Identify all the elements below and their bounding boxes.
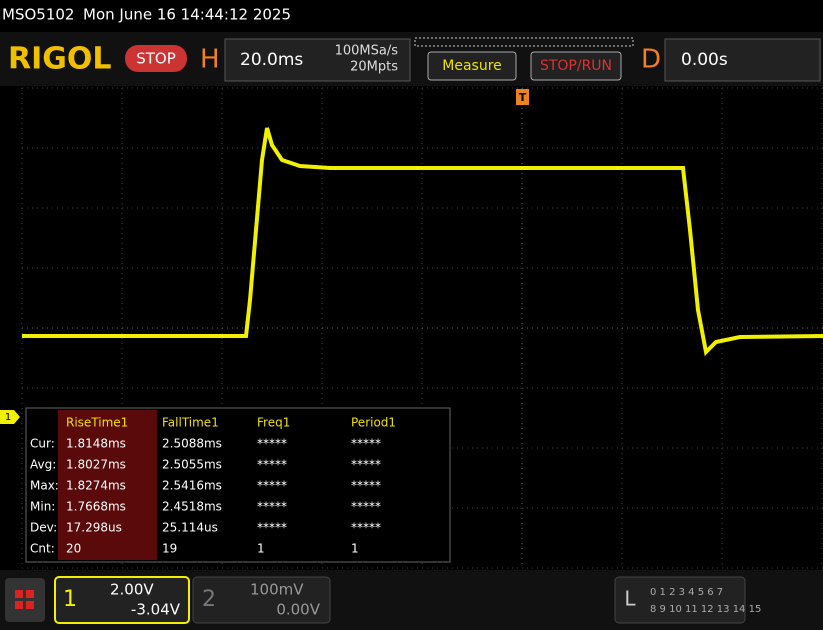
model: MSO5102	[2, 6, 74, 24]
trigger-label: T	[519, 91, 527, 104]
delay: 0.00s	[681, 50, 728, 70]
measurement-value: 1.8148ms	[66, 437, 126, 451]
memory-bar	[414, 37, 634, 47]
menu-icon[interactable]	[5, 578, 45, 622]
channel-marker-label: 1	[5, 412, 11, 423]
measurement-value: 2.5416ms	[162, 479, 222, 493]
row-label: Min:	[30, 500, 55, 514]
stop-button[interactable]	[125, 45, 187, 72]
h-label: H	[200, 45, 220, 75]
logo: RIGOL	[8, 42, 112, 77]
icon-square	[15, 601, 23, 609]
measurement-value: *****	[257, 521, 287, 535]
measurement-value: 25.114us	[162, 521, 218, 535]
timebase-box[interactable]	[224, 38, 411, 82]
row-label: Cnt:	[30, 542, 55, 556]
la-row2: 8 9 10 11 12 13 14 15	[650, 604, 761, 615]
measurement-value: 19	[162, 542, 177, 556]
measurement-value: *****	[351, 437, 381, 451]
ch1-box[interactable]	[54, 576, 190, 624]
ch2-number: 2	[202, 587, 216, 612]
measurement-value: 1.8274ms	[66, 479, 126, 493]
row-label: Cur:	[30, 437, 55, 451]
measurement-value: 1	[257, 542, 265, 556]
waveform	[22, 127, 823, 357]
la-row1: 0 1 2 3 4 5 6 7	[650, 587, 723, 598]
measurement-value: 2.4518ms	[162, 500, 222, 514]
stop-label: STOP	[136, 50, 176, 68]
ch1-scale: 2.00V	[110, 581, 154, 599]
memory-depth: 20Mpts	[350, 60, 398, 75]
ch1-offset: -3.04V	[131, 601, 181, 619]
datetime: Mon June 16 14:44:12 2025	[83, 6, 291, 24]
measurement-value: 2.5088ms	[162, 437, 222, 451]
measurement-table: RiseTime1 FallTime1 Freq1 Period1 Cur: 1.8148…	[30, 416, 396, 556]
stop-run-label: STOP/RUN	[540, 58, 612, 74]
ch2-box[interactable]	[192, 576, 331, 624]
timebase: 20.0ms	[240, 50, 303, 70]
ch1-number: 1	[63, 587, 77, 612]
channel-marker	[0, 410, 20, 424]
measurement-value: *****	[257, 458, 287, 472]
measure-button[interactable]	[427, 51, 517, 81]
stop-run-button[interactable]	[530, 51, 622, 81]
selected-column	[58, 410, 157, 560]
icon-square	[26, 601, 34, 609]
icon-square	[26, 590, 34, 598]
ch2-scale: 100mV	[250, 581, 304, 599]
measurement-value: *****	[257, 479, 287, 493]
measurement-value: *****	[351, 500, 381, 514]
column-header: Freq1	[257, 416, 290, 430]
measurement-value: 1	[351, 542, 359, 556]
measurement-value: 20	[66, 542, 81, 556]
measurement-value: *****	[351, 479, 381, 493]
measurement-value: 1.7668ms	[66, 500, 126, 514]
d-label: D	[641, 45, 661, 75]
measurement-value: *****	[351, 521, 381, 535]
measurement-value: *****	[351, 458, 381, 472]
la-label: L	[624, 587, 636, 611]
icon-square	[15, 590, 23, 598]
row-label: Max:	[30, 479, 59, 493]
column-header: RiseTime1	[66, 416, 128, 430]
measure-label: Measure	[442, 58, 502, 74]
delay-box[interactable]	[664, 38, 821, 82]
column-header: FallTime1	[162, 416, 219, 430]
measurement-value: 2.5055ms	[162, 458, 222, 472]
row-label: Dev:	[30, 521, 57, 535]
ch2-offset: 0.00V	[276, 601, 320, 619]
measurement-value: *****	[257, 500, 287, 514]
column-header: Period1	[351, 416, 396, 430]
measurement-value: *****	[257, 437, 287, 451]
row-label: Avg:	[30, 458, 56, 472]
measurement-value: 17.298us	[66, 521, 122, 535]
measurement-value: 1.8027ms	[66, 458, 126, 472]
la-box[interactable]	[614, 576, 746, 624]
sample-rate: 100MSa/s	[335, 44, 399, 59]
trigger-marker	[516, 89, 529, 105]
